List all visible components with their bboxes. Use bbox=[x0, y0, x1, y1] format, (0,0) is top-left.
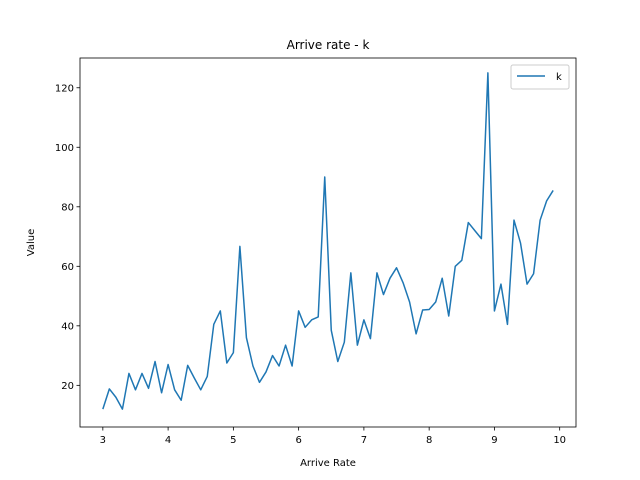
x-tick-label: 10 bbox=[553, 435, 566, 446]
x-tick-label: 4 bbox=[165, 435, 171, 446]
x-tick-label: 7 bbox=[361, 435, 367, 446]
legend: k bbox=[510, 64, 570, 90]
y-tick-label: 40 bbox=[61, 321, 74, 332]
y-tick-label: 80 bbox=[61, 202, 74, 213]
x-axis: 3 4 5 6 7 8 9 10 bbox=[100, 427, 566, 446]
x-tick-label: 3 bbox=[100, 435, 106, 446]
y-axis-label: Value bbox=[26, 229, 37, 256]
axes-frame bbox=[79, 57, 577, 428]
x-axis-label: Arrive Rate bbox=[300, 458, 356, 469]
y-tick-label: 120 bbox=[55, 83, 74, 94]
legend-box bbox=[510, 64, 570, 90]
series-line-k bbox=[102, 72, 554, 410]
y-tick-label: 100 bbox=[55, 143, 74, 154]
y-axis: 20 40 60 80 100 120 bbox=[55, 83, 80, 392]
x-tick-label: 8 bbox=[426, 435, 432, 446]
x-tick-label: 6 bbox=[295, 435, 301, 446]
x-tick-label: 5 bbox=[230, 435, 236, 446]
chart-title: Arrive rate - k bbox=[287, 38, 370, 52]
x-tick-label: 9 bbox=[491, 435, 497, 446]
plot-area bbox=[102, 72, 554, 410]
legend-label: k bbox=[556, 72, 562, 83]
y-tick-label: 60 bbox=[61, 262, 74, 273]
y-tick-label: 20 bbox=[61, 381, 74, 392]
